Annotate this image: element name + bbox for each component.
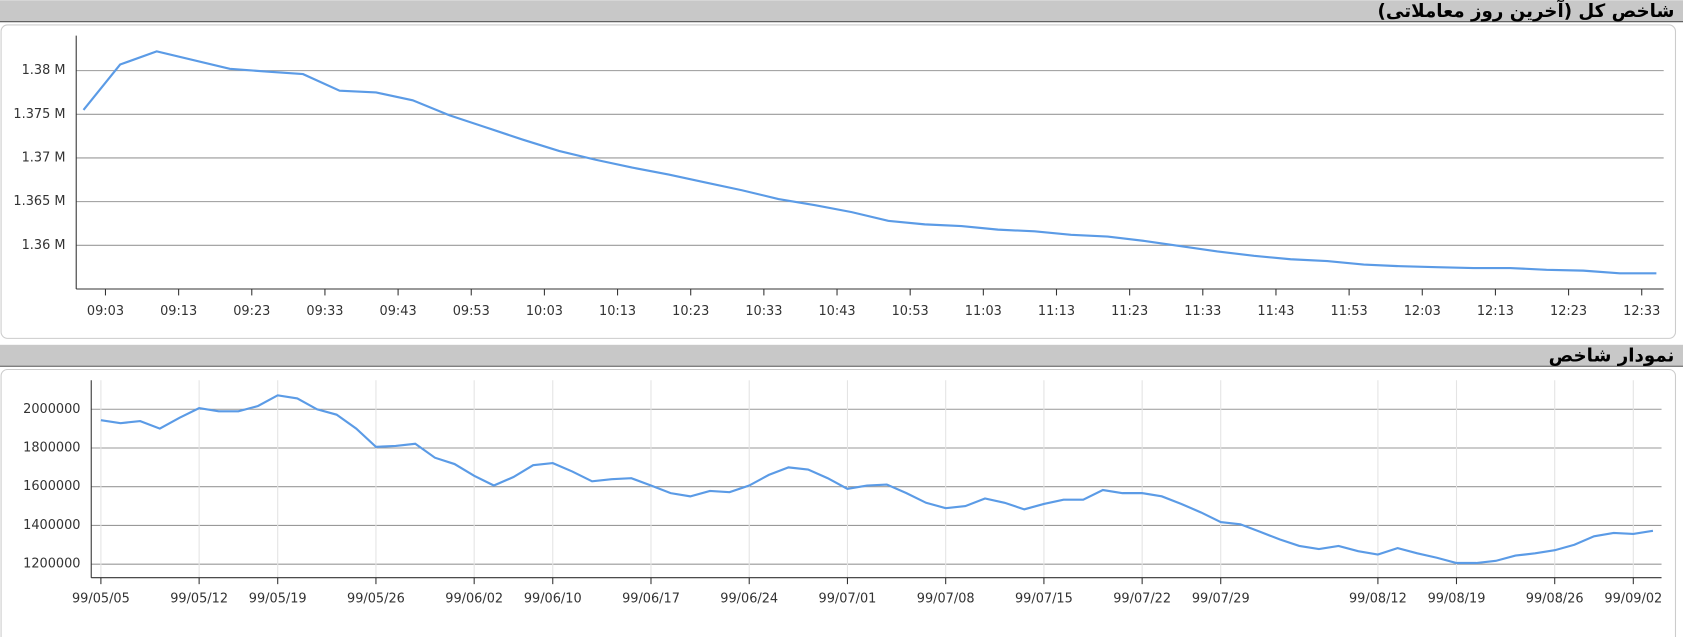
x-tick-label: 10:53 — [892, 304, 929, 319]
y-tick-label: 1.365 M — [13, 194, 65, 209]
x-tick-label: 99/07/22 — [1113, 592, 1171, 607]
x-tick-label: 12:33 — [1623, 304, 1660, 319]
x-tick-label: 09:03 — [87, 304, 124, 319]
x-tick-label: 09:43 — [380, 304, 417, 319]
x-tick-label: 99/07/08 — [917, 592, 975, 607]
x-tick-label: 12:23 — [1550, 304, 1587, 319]
x-tick-label: 99/05/12 — [170, 592, 228, 607]
header-bar — [0, 344, 1683, 367]
x-tick-label: 99/09/02 — [1604, 592, 1662, 607]
x-tick-label: 10:13 — [599, 304, 636, 319]
x-tick-label: 99/08/12 — [1349, 592, 1407, 607]
x-tick-label: 99/05/19 — [249, 592, 307, 607]
data-line — [100, 394, 1654, 565]
x-tick-label: 11:53 — [1331, 304, 1368, 319]
x-tick-label: 12:03 — [1404, 304, 1441, 319]
y-tick-label: 1200000 — [23, 557, 80, 572]
y-tick-label: 2000000 — [23, 402, 80, 417]
x-tick-label: 10:33 — [745, 304, 782, 319]
x-tick-label: 09:53 — [453, 304, 490, 319]
y-tick-label: 1400000 — [23, 518, 80, 533]
x-tick-label: 11:43 — [1257, 304, 1294, 319]
x-tick-label: 11:23 — [1111, 304, 1148, 319]
x-tick-label: 99/08/19 — [1428, 592, 1486, 607]
x-tick-label: 09:13 — [160, 304, 197, 319]
x-tick-label: 09:33 — [306, 304, 343, 319]
panel-title: نمودار شاخص — [1549, 346, 1675, 367]
x-tick-label: 11:03 — [965, 304, 1002, 319]
x-tick-label: 99/07/29 — [1192, 592, 1250, 607]
x-tick-label: 99/06/10 — [524, 592, 582, 607]
x-tick-label: 10:03 — [526, 304, 563, 319]
x-tick-label: 99/06/17 — [622, 592, 680, 607]
header-bar — [0, 0, 1683, 22]
x-tick-label: 12:13 — [1477, 304, 1514, 319]
x-tick-label: 99/05/05 — [72, 592, 130, 607]
y-tick-label: 1.375 M — [13, 107, 65, 122]
y-tick-label: 1800000 — [23, 440, 80, 455]
x-tick-label: 99/07/01 — [819, 592, 877, 607]
x-tick-label: 10:43 — [818, 304, 855, 319]
x-tick-label: 11:33 — [1184, 304, 1221, 319]
x-tick-label: 99/07/15 — [1015, 592, 1073, 607]
x-tick-label: 99/05/26 — [347, 592, 405, 607]
y-tick-label: 1.38 M — [22, 63, 66, 78]
y-tick-label: 1.37 M — [22, 150, 66, 165]
x-tick-label: 10:23 — [672, 304, 709, 319]
x-tick-label: 11:13 — [1038, 304, 1075, 319]
x-tick-label: 09:23 — [233, 304, 270, 319]
panel-title: شاخص کل (آخرین روز معاملاتی) — [1377, 0, 1674, 22]
x-tick-label: 99/06/24 — [720, 592, 778, 607]
y-tick-label: 1600000 — [23, 479, 80, 494]
x-tick-label: 99/06/02 — [445, 592, 503, 607]
x-tick-label: 99/08/26 — [1526, 592, 1584, 607]
y-tick-label: 1.36 M — [22, 238, 66, 253]
panel — [0, 368, 1677, 641]
data-line — [82, 50, 1657, 275]
